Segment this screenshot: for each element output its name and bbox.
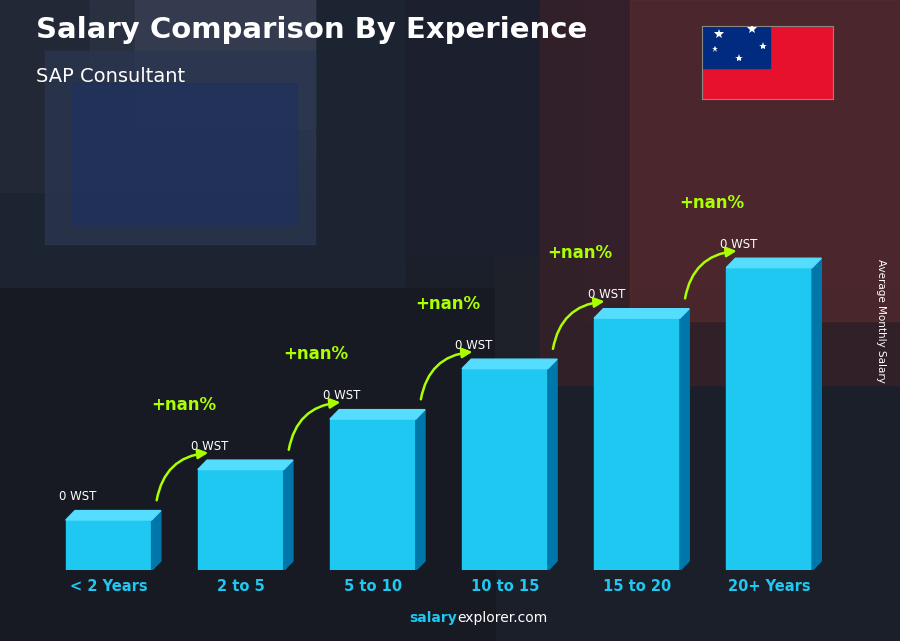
Polygon shape — [198, 460, 292, 470]
Bar — [66, 520, 151, 570]
Text: +nan%: +nan% — [415, 295, 481, 313]
Text: Salary Comparison By Experience: Salary Comparison By Experience — [36, 16, 587, 44]
Bar — [45, 51, 315, 244]
Polygon shape — [330, 410, 425, 419]
Polygon shape — [416, 410, 425, 570]
Bar — [462, 369, 548, 570]
Bar — [630, 0, 900, 320]
Polygon shape — [151, 511, 161, 570]
Bar — [594, 318, 680, 570]
Bar — [0, 288, 495, 641]
Text: 0 WST: 0 WST — [191, 440, 229, 453]
Text: 0 WST: 0 WST — [59, 490, 96, 503]
Text: Average Monthly Salary: Average Monthly Salary — [877, 258, 886, 383]
Text: SAP Consultant: SAP Consultant — [36, 67, 185, 87]
Bar — [198, 470, 284, 570]
Polygon shape — [462, 359, 557, 369]
Bar — [726, 268, 812, 570]
Bar — [0, 0, 405, 288]
Text: +nan%: +nan% — [547, 244, 613, 262]
Polygon shape — [812, 258, 822, 570]
Text: +nan%: +nan% — [151, 395, 216, 413]
Bar — [585, 0, 900, 320]
Bar — [135, 0, 315, 128]
Bar — [540, 0, 900, 385]
Polygon shape — [548, 359, 557, 570]
Text: 0 WST: 0 WST — [455, 338, 493, 352]
Bar — [0, 0, 315, 192]
Text: salary: salary — [410, 611, 457, 625]
Bar — [72, 83, 297, 224]
Polygon shape — [66, 511, 161, 520]
Polygon shape — [594, 309, 689, 318]
Bar — [495, 0, 900, 385]
Bar — [630, 0, 900, 288]
Text: 0 WST: 0 WST — [588, 288, 625, 301]
Text: +nan%: +nan% — [680, 194, 744, 212]
Text: explorer.com: explorer.com — [457, 611, 547, 625]
Text: 0 WST: 0 WST — [323, 389, 361, 402]
Polygon shape — [680, 309, 689, 570]
Bar — [405, 0, 900, 256]
Bar — [702, 26, 770, 69]
Polygon shape — [284, 460, 292, 570]
Polygon shape — [726, 258, 822, 268]
Text: 0 WST: 0 WST — [720, 238, 757, 251]
Text: +nan%: +nan% — [284, 345, 348, 363]
Bar — [330, 419, 416, 570]
Bar — [90, 0, 315, 160]
